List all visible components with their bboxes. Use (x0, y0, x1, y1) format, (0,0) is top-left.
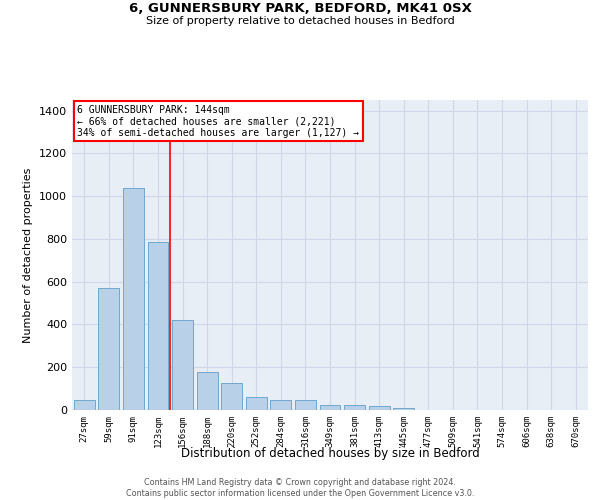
Bar (246, 396, 267, 410)
Text: Size of property relative to detached houses in Bedford: Size of property relative to detached ho… (146, 16, 454, 26)
Text: 6, GUNNERSBURY PARK, BEDFORD, MK41 0SX: 6, GUNNERSBURY PARK, BEDFORD, MK41 0SX (128, 2, 472, 16)
Text: Distribution of detached houses by size in Bedford: Distribution of detached houses by size … (181, 448, 479, 460)
Bar (148, 242, 169, 410)
Bar (393, 408, 414, 410)
Bar (197, 372, 218, 410)
Text: Contains HM Land Registry data © Crown copyright and database right 2024.
Contai: Contains HM Land Registry data © Crown c… (126, 478, 474, 498)
Bar (221, 384, 242, 410)
Bar (295, 400, 316, 410)
Bar (123, 188, 144, 410)
Bar (74, 400, 95, 410)
Bar (320, 404, 340, 410)
Bar (172, 320, 193, 410)
Bar (98, 288, 119, 410)
Y-axis label: Number of detached properties: Number of detached properties (23, 168, 34, 342)
Text: 6 GUNNERSBURY PARK: 144sqm
← 66% of detached houses are smaller (2,221)
34% of s: 6 GUNNERSBURY PARK: 144sqm ← 66% of deta… (77, 104, 359, 138)
Bar (368, 406, 389, 410)
Bar (271, 400, 292, 410)
Bar (344, 404, 365, 410)
